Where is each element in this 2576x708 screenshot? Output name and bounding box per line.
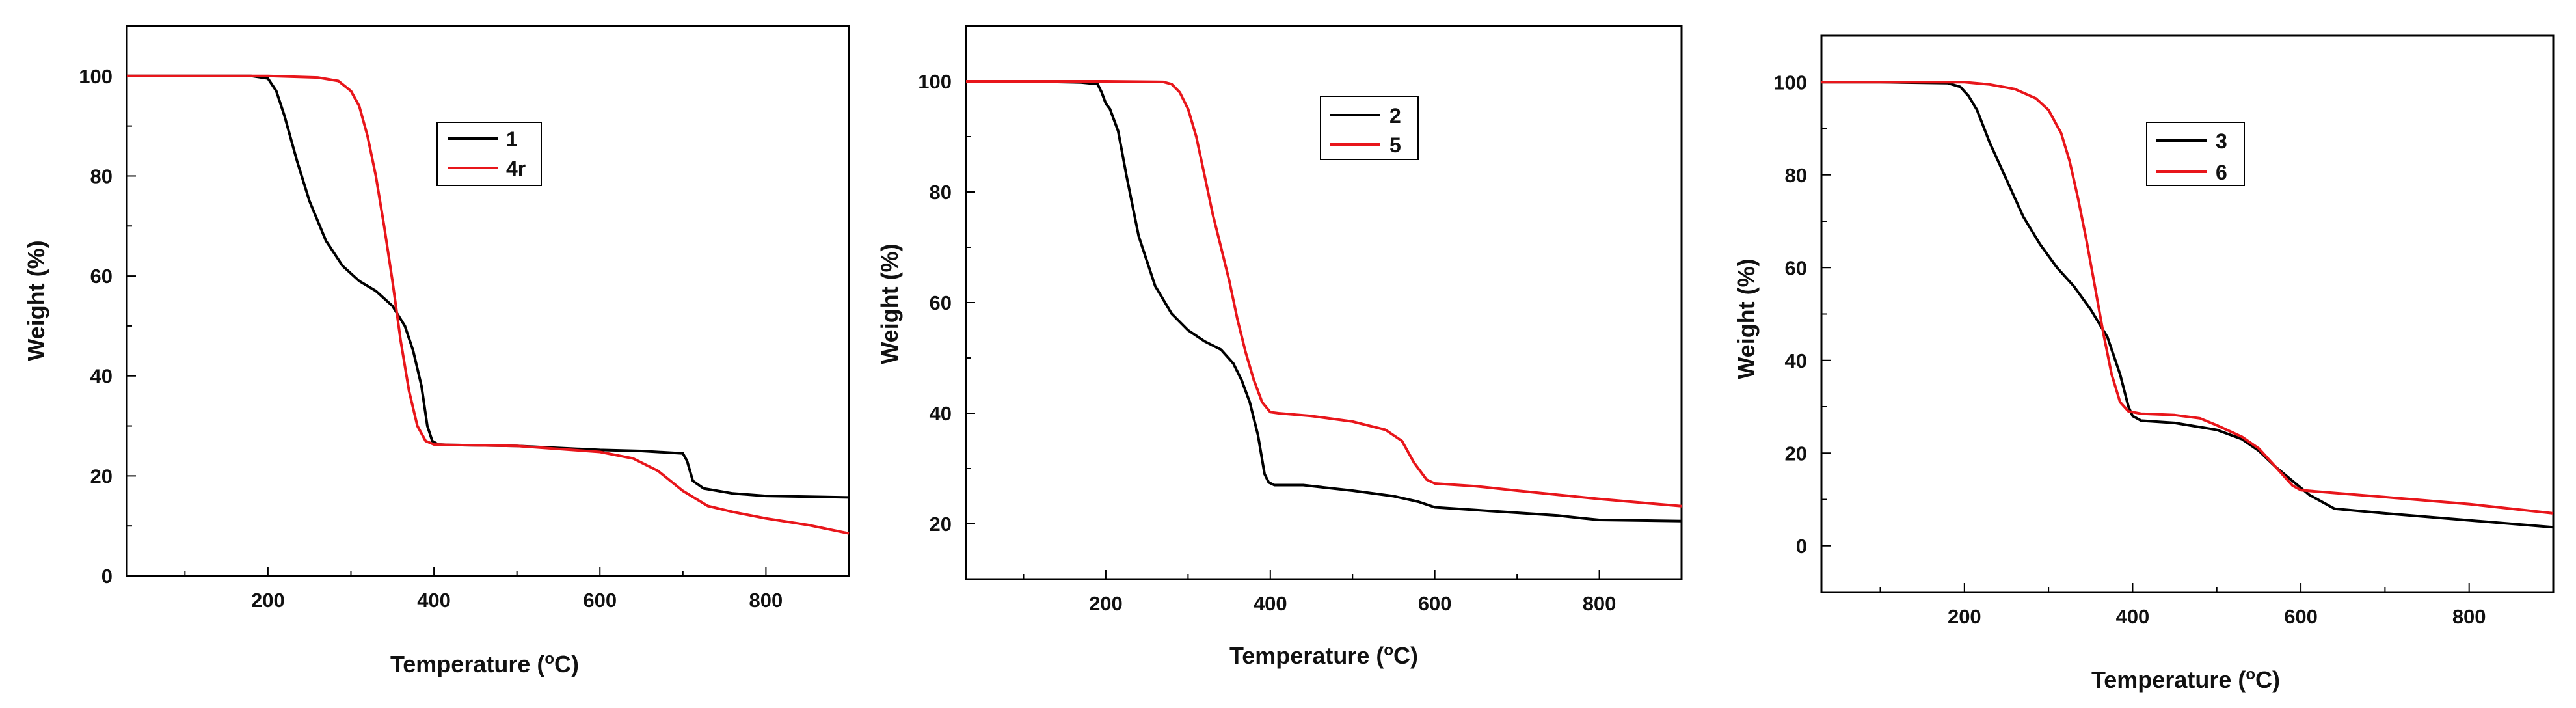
legend-label-4r: 4r (506, 157, 526, 180)
y-tick-label: 80 (90, 165, 113, 187)
x-tick-labels: 200 400 600 800 (1948, 605, 2486, 628)
y-tick-label: 100 (1773, 71, 1807, 94)
legend-label-5: 5 (1389, 133, 1401, 157)
x-tick-label: 200 (251, 589, 285, 612)
legend: 3 6 (2146, 122, 2245, 186)
x-tick-label: 800 (749, 589, 783, 612)
y-tick-label: 60 (930, 292, 952, 314)
tick-marks (966, 81, 1600, 579)
x-tick-label: 400 (2116, 605, 2150, 628)
y-tick-labels: 0 20 40 60 80 100 (79, 65, 113, 588)
x-axis-title: Temperature (oC) (390, 650, 579, 677)
legend-box (2146, 122, 2245, 186)
x-tick-label: 800 (2452, 605, 2486, 628)
y-tick-label: 80 (1785, 164, 1807, 187)
legend-label-6: 6 (2216, 161, 2227, 184)
y-tick-label: 0 (1796, 535, 1807, 558)
legend-box (1320, 96, 1419, 160)
y-tick-label: 40 (1785, 349, 1807, 372)
x-tick-labels: 200 400 600 800 (251, 589, 783, 612)
x-tick-label: 400 (417, 589, 451, 612)
x-tick-label: 200 (1948, 605, 1981, 628)
legend-box (436, 122, 542, 186)
chart-panel-3: 200 400 600 800 0 20 40 60 80 100 Weight (%) Tem… (1733, 34, 2555, 693)
plot-frame (1820, 34, 2555, 593)
y-tick-label: 100 (79, 65, 113, 88)
y-tick-labels: 0 20 40 60 80 100 (1773, 71, 1807, 558)
x-tick-labels: 200 400 600 800 (1089, 592, 1616, 615)
series-line-3 (1821, 81, 2554, 529)
legend-label-1: 1 (506, 128, 518, 151)
series-line-2 (966, 80, 1682, 523)
series-lines (966, 80, 1682, 523)
tick-marks (127, 75, 767, 576)
x-tick-label: 400 (1254, 592, 1287, 615)
series-lines (1821, 81, 2554, 529)
y-tick-labels: 20 40 60 80 100 (918, 70, 952, 536)
legend-label-3: 3 (2216, 129, 2227, 153)
x-tick-label: 600 (1418, 592, 1452, 615)
x-tick-label: 600 (583, 589, 617, 612)
y-tick-label: 20 (930, 513, 952, 536)
legend: 2 5 (1320, 96, 1419, 160)
y-tick-label: 60 (90, 265, 113, 288)
y-axis-title: Weight (%) (1733, 258, 1760, 379)
y-axis-title: Weight (%) (876, 243, 903, 364)
y-tick-label: 40 (930, 402, 952, 425)
y-tick-label: 20 (1785, 442, 1807, 465)
series-line-5 (966, 80, 1682, 508)
x-tick-label: 200 (1089, 592, 1123, 615)
tick-marks (1821, 81, 2470, 592)
y-tick-label: 80 (930, 181, 952, 204)
chart-panel-2: 200 400 600 800 20 40 60 80 100 Weight (%) Temp… (876, 25, 1683, 669)
x-axis-title: Temperature (oC) (1229, 642, 1418, 669)
y-tick-label: 60 (1785, 256, 1807, 279)
x-tick-label: 600 (2284, 605, 2318, 628)
series-line-6 (1821, 81, 2554, 515)
chart-panel-1: 200 400 600 800 0 20 40 60 80 100 Weight (%) Tem… (23, 25, 850, 677)
x-tick-label: 800 (1583, 592, 1617, 615)
x-axis-title: Temperature (oC) (2091, 666, 2280, 693)
legend-label-2: 2 (1389, 104, 1401, 128)
y-tick-label: 20 (90, 465, 113, 487)
legend: 1 4r (436, 122, 542, 186)
y-tick-label: 100 (918, 70, 952, 93)
y-tick-label: 40 (90, 365, 113, 388)
series-lines (127, 74, 850, 535)
series-line-4r (127, 74, 850, 535)
y-tick-label: 0 (101, 565, 113, 588)
series-line-1 (127, 74, 850, 499)
plot-frame (126, 25, 850, 577)
y-axis-title: Weight (%) (23, 240, 49, 361)
